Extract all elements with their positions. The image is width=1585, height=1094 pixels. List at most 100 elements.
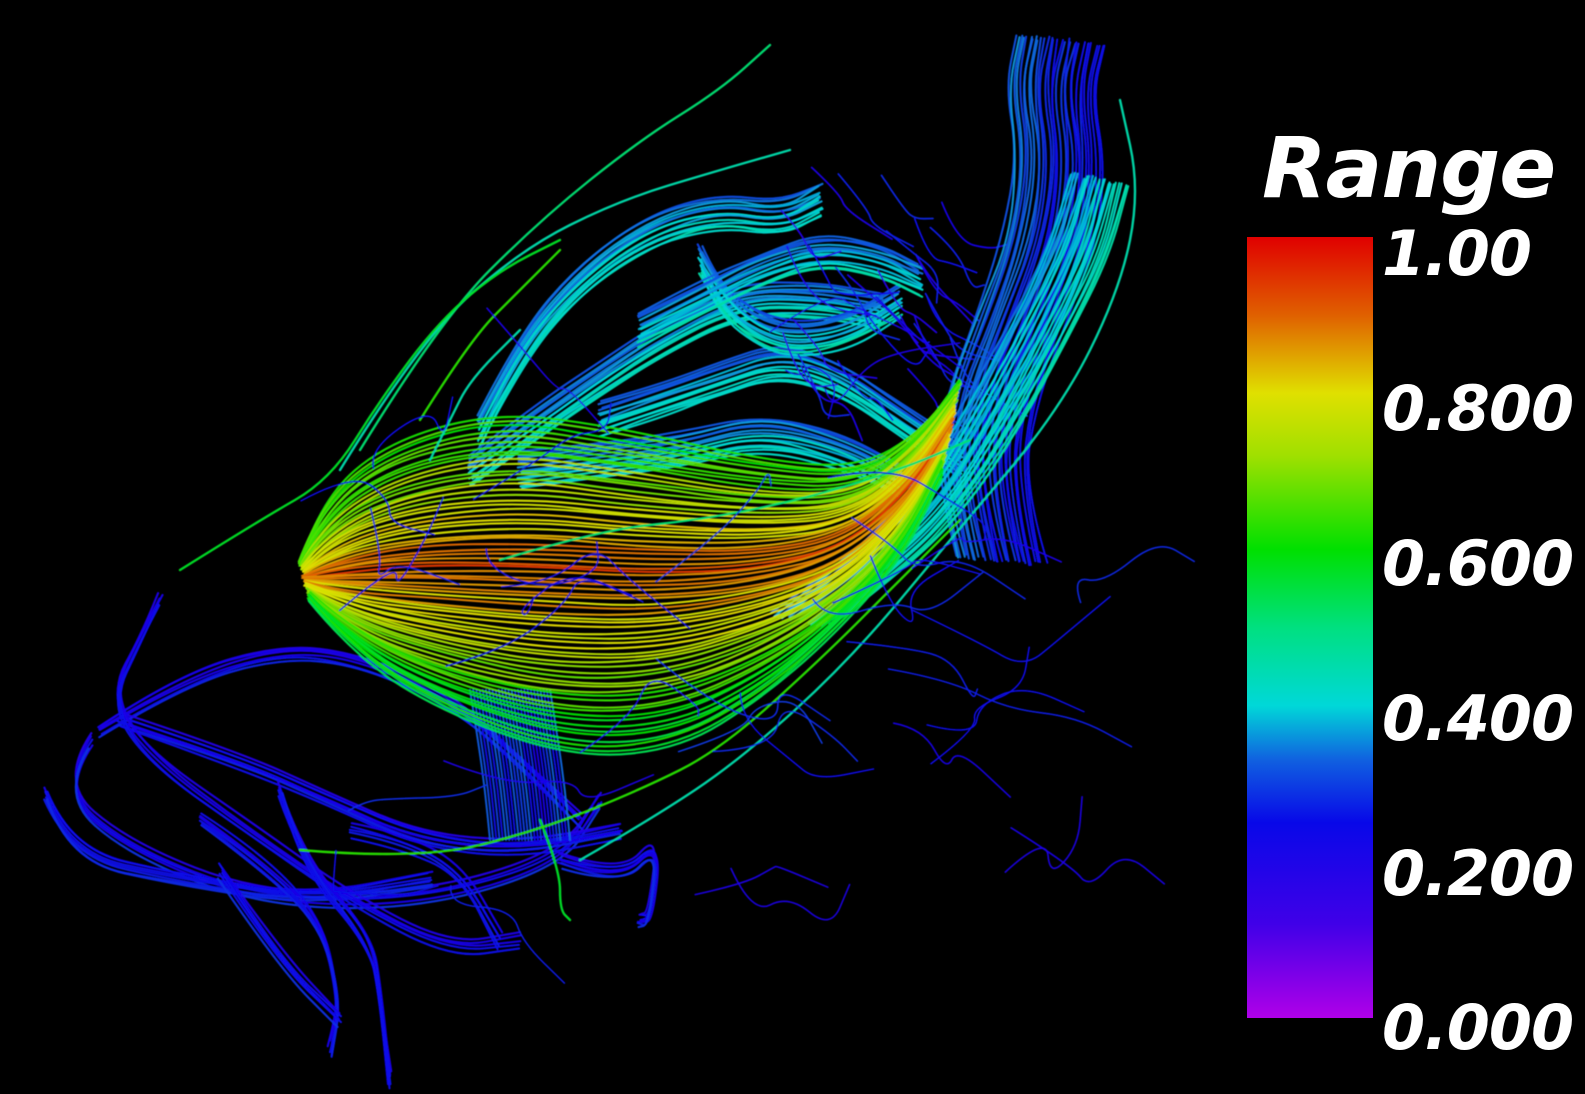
streamline-upper [599,355,963,455]
streamline-stray [369,507,460,586]
streamline-stray [579,680,700,754]
streamline-stray [677,700,823,753]
streamline-curl [863,308,930,365]
streamline-upper [637,239,921,317]
streamline-blue-loop [216,877,339,1029]
streamline-blue-loop [44,790,432,894]
streamline-main-arc [300,380,962,563]
colorbar-gradient [1247,237,1373,1018]
streamline-curl [808,244,900,296]
streamline-upper [467,302,880,474]
streamline-stray [769,297,963,370]
streamline-blue-loop [120,720,621,848]
streamline-stray [443,760,655,798]
streamline-right-mid [823,185,1128,626]
streamline-stray [812,571,984,615]
streamline-upper [699,264,903,347]
streamline-stray [300,480,435,536]
streamline-upper [639,262,924,343]
streamline-main-arc [308,470,944,733]
streamline-curl [797,353,850,418]
streamline-stray [1010,827,1166,885]
streamline-column [469,689,491,841]
streamline-right-tall [1005,41,1087,562]
streamline-upper [598,365,962,463]
streamline-stray [824,342,961,402]
colorbar-tick-0-6: 0.600 [1382,527,1574,600]
streamline-main-arc [303,437,951,621]
streamline-stray [694,865,829,896]
streamline-blue-loop [281,796,391,1090]
streamline-stray [347,784,487,812]
streamline-curl [786,245,877,317]
streamline-upper [477,197,821,426]
streamline-right-tall [992,41,1072,563]
streamline-outer [498,438,972,562]
streamline-main-arc [300,399,959,571]
streamline-right-tall [1013,42,1090,567]
streamline-main-arc [306,454,944,679]
streamline-outer [418,248,562,422]
streamline-curl [782,332,839,388]
streamline-stray [930,646,1030,765]
streamline-upper [517,425,902,475]
streamline-blue-loop [44,796,431,895]
streamline-stray [1004,796,1083,873]
streamline-right-mid [820,182,1121,625]
streamline-main-arc [307,448,947,659]
streamline-stray [332,849,439,896]
streamline-main-arc [298,383,959,563]
streamline-main-arc [297,380,962,563]
streamline-curl [915,253,976,327]
streamline-outer [428,328,522,462]
streamline-right-tall [1019,44,1099,563]
streamline-outer [358,43,772,452]
colorbar-tick-0-8: 0.800 [1382,372,1574,445]
colorbar-tick-0: 0.000 [1382,991,1574,1064]
streamline-curl [929,226,985,288]
streamline-outer [298,518,962,856]
streamline-main-arc [303,444,949,636]
colorbar [1247,237,1373,1018]
streamline-column [497,689,520,841]
streamline-blue-loop [116,597,522,947]
streamline-main-arc [307,478,943,756]
streamline-stray [501,553,691,629]
streamline-main-arc [304,438,951,624]
streamline-blue-loop [118,724,621,852]
streamline-upper [637,235,919,315]
streamline-blue-loop [348,828,502,940]
streamline-stray [521,577,633,616]
streamline-right-mid [821,182,1123,628]
streamline-stray [486,307,610,434]
streamline-column [478,689,501,841]
streamline-main-arc [302,417,955,577]
streamline-upper [478,215,822,449]
streamline-main-arc [309,459,943,697]
streamline-stray [926,689,1085,731]
streamline-upper [698,272,904,354]
streamline-curl [877,269,938,334]
streamline-curl [792,318,878,379]
streamline-main-arc [302,425,953,579]
streamline-blue-loop [119,725,622,856]
streamline-upper [638,243,924,322]
streamline-right-mid [826,185,1130,630]
streamline-curl [915,254,980,322]
streamline-stray [372,396,454,469]
streamline-upper [638,260,923,340]
streamline-stray [892,722,1012,798]
streamline-stray [445,580,644,667]
streamline-right-tall [977,38,1055,563]
streamline-column [517,689,539,841]
streamline-blue-loop [75,735,600,899]
streamline-main-arc [304,412,956,574]
streamline-curl [885,230,939,304]
streamline-main-arc [302,416,955,577]
streamline-blue-loop [45,799,434,902]
streamline-upper [637,238,919,319]
streamline-blue-loop [116,604,521,956]
streamline-column [536,689,559,841]
